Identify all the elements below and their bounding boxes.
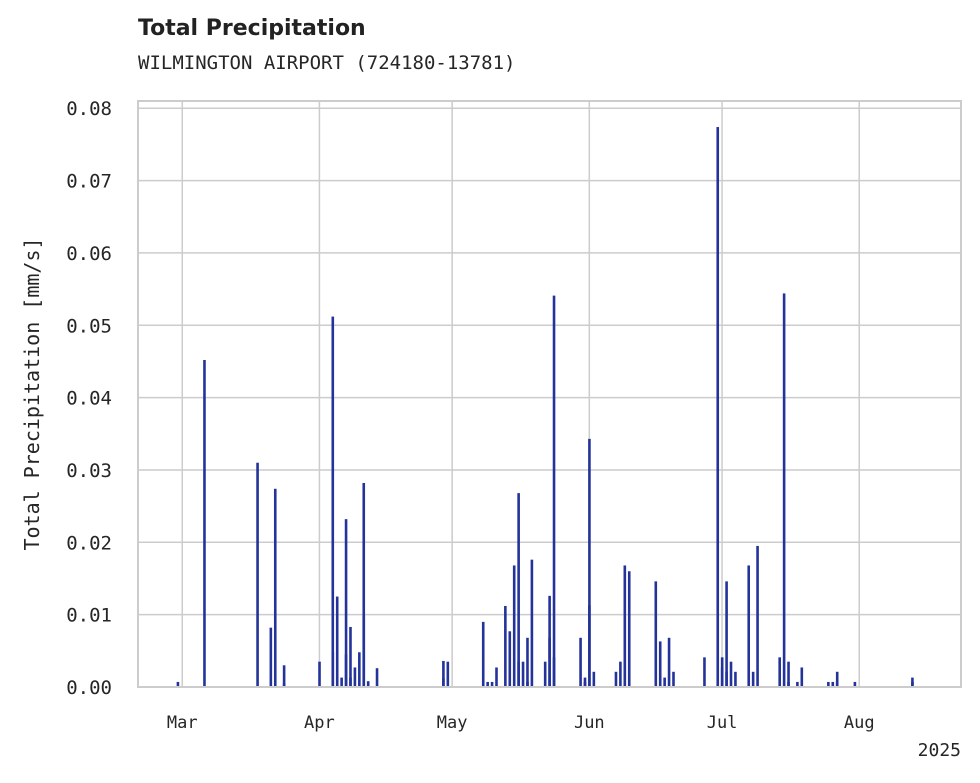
precipitation-bar: [627, 571, 631, 687]
precipitation-bar: [353, 667, 357, 687]
precipitation-bar: [504, 605, 507, 687]
precipitation-bar: [729, 661, 733, 687]
precipitation-bar: [521, 661, 525, 687]
precipitation-bar: [796, 681, 799, 687]
x-tick-label: Jul: [707, 713, 738, 733]
precipitation-bar: [552, 295, 556, 687]
precipitation-bar: [800, 667, 804, 687]
precipitation-bar: [508, 631, 512, 687]
y-tick-label: 0.06: [66, 243, 112, 265]
precipitation-bar: [442, 678, 445, 687]
precipitation-bar: [725, 581, 728, 687]
precipitation-bar: [831, 681, 835, 687]
precipitation-bar: [282, 665, 286, 687]
y-tick-label: 0.03: [66, 460, 112, 482]
precipitation-bar: [340, 677, 343, 687]
x-tick-label: Mar: [167, 713, 198, 733]
precipitation-bar: [335, 596, 339, 687]
x-axis-year-label: 2025: [918, 740, 961, 761]
precipitation-bar: [787, 661, 790, 687]
y-tick-label: 0.02: [66, 532, 112, 554]
precipitation-bar: [623, 565, 627, 687]
precipitation-bar: [853, 681, 857, 687]
precipitation-bar: [778, 657, 781, 687]
precipitation-bar: [446, 661, 450, 687]
precipitation-bar: [362, 482, 366, 687]
y-tick-label: 0.08: [66, 98, 112, 120]
precipitation-bar: [734, 671, 737, 687]
precipitation-bar: [344, 519, 348, 687]
precipitation-bar: [362, 616, 366, 687]
precipitation-bar: [672, 671, 675, 687]
precipitation-bar: [756, 545, 759, 687]
precipitation-bar: [592, 671, 596, 687]
precipitation-bar: [619, 661, 622, 687]
precipitation-bar: [548, 637, 551, 687]
y-tick-label: 0.04: [66, 388, 112, 410]
y-axis-ticks: 0.00 0.01 0.02 0.03 0.04 0.05 0.06 0.07 0.08: [66, 98, 112, 699]
precipitation-bar: [481, 621, 485, 687]
plot-frame: [137, 100, 962, 688]
precipitation-bar: [375, 668, 379, 687]
precipitation-bar: [654, 581, 658, 687]
precipitation-bar: [366, 681, 370, 687]
precipitation-bar: [720, 667, 724, 687]
precipitation-bar: [517, 661, 520, 687]
chart-title: Total Precipitation: [138, 16, 366, 41]
precipitation-bar: [911, 681, 914, 687]
precipitation-bar: [658, 641, 662, 687]
precipitation-bar: [751, 671, 755, 687]
precipitation-bar: [663, 677, 666, 687]
precipitation-bar: [827, 681, 830, 687]
precipitation-bar: [588, 438, 591, 687]
y-tick-label: 0.00: [66, 677, 112, 699]
y-tick-label: 0.05: [66, 315, 112, 337]
precipitation-bar: [579, 637, 582, 687]
precipitation-bar: [282, 683, 286, 687]
x-axis-ticks: Mar Apr May Jun Jul Aug: [167, 713, 875, 733]
precipitation-bar: [256, 462, 259, 687]
chart-subtitle: WILMINGTON AIRPORT (724180-13781): [138, 52, 516, 74]
precipitation-bar: [318, 661, 321, 687]
x-tick-label: Apr: [304, 713, 335, 733]
precipitation-bar: [716, 127, 720, 688]
precipitation-bar: [782, 293, 786, 687]
y-tick-label: 0.07: [66, 171, 112, 193]
precipitation-bar: [588, 605, 591, 687]
x-tick-label: Aug: [844, 713, 875, 733]
precipitation-bar: [176, 681, 180, 687]
precipitation-bar: [543, 661, 547, 687]
x-tick-label: Jun: [574, 713, 605, 733]
precipitation-bar: [358, 652, 361, 687]
precipitation-bar: [583, 681, 587, 687]
precipitation-bar: [835, 671, 839, 687]
precipitation-bar: [703, 657, 706, 687]
precipitation-bar: [486, 681, 489, 687]
precipitation-bar: [442, 660, 445, 687]
precipitation-bar: [331, 316, 335, 687]
precipitation-bar: [203, 359, 206, 687]
precipitation-bar: [349, 626, 352, 687]
precipitation-bar: [512, 565, 516, 687]
precipitation-bar: [667, 637, 671, 687]
precipitation-bar: [490, 681, 494, 687]
precipitation-bar: [747, 565, 751, 687]
y-axis-label: Total Precipitation [mm/s]: [20, 237, 44, 550]
precipitation-bar: [269, 627, 273, 687]
precipitation-bar: [614, 671, 618, 687]
precipitation-bar: [273, 488, 277, 687]
precipitation-bar: [526, 637, 529, 687]
precipitation-bar: [495, 667, 498, 687]
precipitation-bar: [725, 671, 728, 687]
precipitation-bar: [835, 681, 839, 687]
precipitation-bar: [530, 559, 534, 687]
precipitation-bars: [176, 127, 914, 688]
y-tick-label: 0.01: [66, 605, 112, 627]
x-tick-label: May: [437, 713, 468, 733]
precipitation-bar: [517, 493, 520, 687]
